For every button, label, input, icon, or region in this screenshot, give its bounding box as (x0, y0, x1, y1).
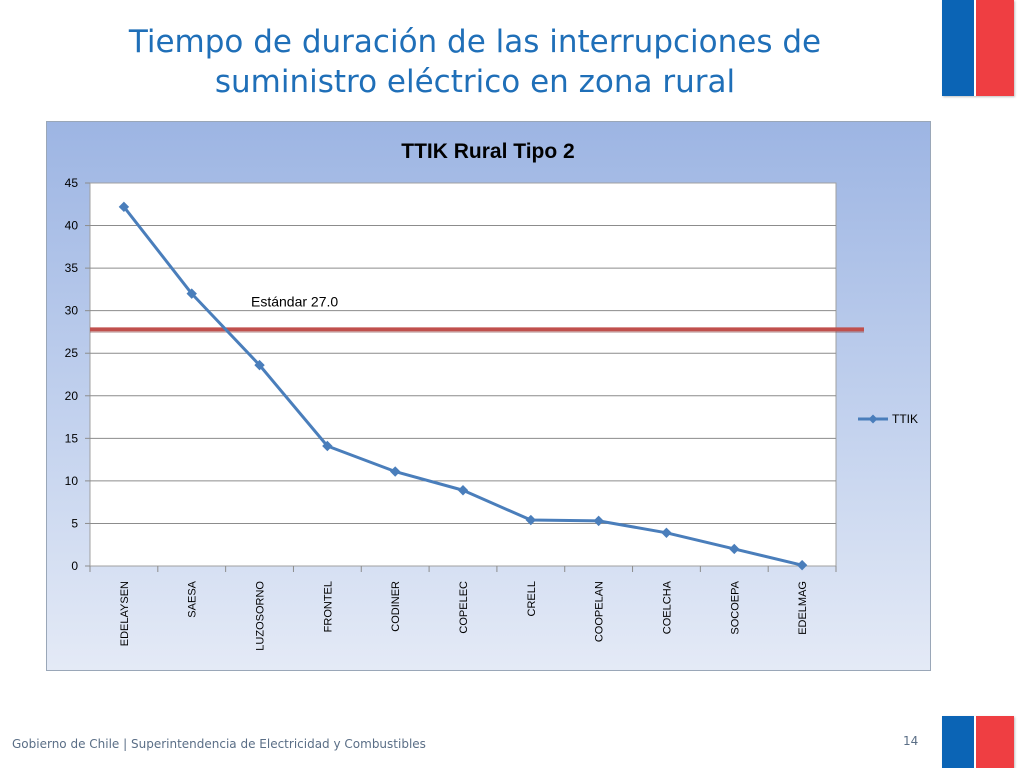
chart-title: TTIK Rural Tipo 2 (401, 140, 574, 163)
x-tick-label: COOPELAN (594, 581, 606, 642)
y-tick-label: 35 (65, 261, 79, 275)
data-point (796, 559, 808, 571)
y-tick-label: 5 (71, 516, 78, 530)
data-point (186, 288, 197, 299)
slide-title-line-2: suministro eléctrico en zona rural (214, 64, 736, 100)
data-point (118, 201, 130, 213)
chile-flag-logo-bottom (942, 716, 1014, 768)
y-tick-label: 25 (65, 346, 79, 360)
data-point (525, 514, 537, 526)
data-point (457, 485, 469, 496)
gridlines (90, 225, 836, 524)
data-point (593, 515, 604, 527)
footer-text: Gobierno de Chile | Superintendencia de … (12, 737, 426, 751)
plot-area (89, 182, 837, 567)
y-axis-ticks: 0 5 10 15 20 25 30 35 40 45 (65, 176, 90, 573)
series-ttik (118, 201, 808, 571)
x-tick-label: SAESA (187, 580, 199, 617)
y-tick-label: 45 (65, 176, 79, 190)
legend-label: TTIK (892, 412, 918, 426)
x-tick-label: FRONTEL (322, 581, 334, 632)
data-point (729, 543, 740, 555)
slide-title: Tiempo de duración de las interrupciones… (60, 22, 890, 102)
y-tick-label: 0 (71, 559, 78, 573)
legend-marker (868, 414, 878, 424)
x-tick-label: SOCOEPA (729, 580, 741, 634)
x-tick-label: COELCHA (661, 580, 673, 634)
standard-reference: Estándar 27.0 (90, 293, 864, 333)
standard-label: Estándar 27.0 (251, 293, 338, 309)
x-tick-label: COPELEC (458, 581, 470, 634)
legend: TTIK (858, 412, 918, 426)
x-axis-ticks: EDELAYSEN SAESA LUZOSORNO FRONTEL CODINER COP… (89, 566, 837, 651)
data-point (322, 440, 333, 452)
x-tick-label: EDELAYSEN (119, 581, 131, 646)
page-number: 14 (903, 734, 919, 748)
y-tick-label: 15 (65, 431, 79, 445)
y-tick-label: 20 (65, 389, 79, 403)
x-tick-label: CODINER (390, 581, 402, 632)
chile-flag-logo-top (942, 0, 1014, 96)
line-chart: TTIK Rural Tipo 2 0 5 10 15 20 25 30 35 40 45 EDE… (65, 140, 918, 651)
y-tick-label: 30 (65, 304, 79, 318)
x-tick-label: LUZOSORNO (255, 581, 267, 651)
y-tick-label: 10 (65, 474, 79, 488)
x-tick-label: CRELL (526, 581, 538, 616)
data-point (389, 466, 401, 477)
data-point (661, 527, 672, 539)
y-tick-label: 40 (65, 219, 79, 233)
slide-title-line-1: Tiempo de duración de las interrupciones… (128, 24, 822, 60)
data-point (254, 359, 265, 371)
x-tick-label: EDELMAG (797, 581, 809, 635)
chart-container: TTIK Rural Tipo 2 0 5 10 15 20 25 30 35 40 45 EDE… (46, 121, 931, 671)
